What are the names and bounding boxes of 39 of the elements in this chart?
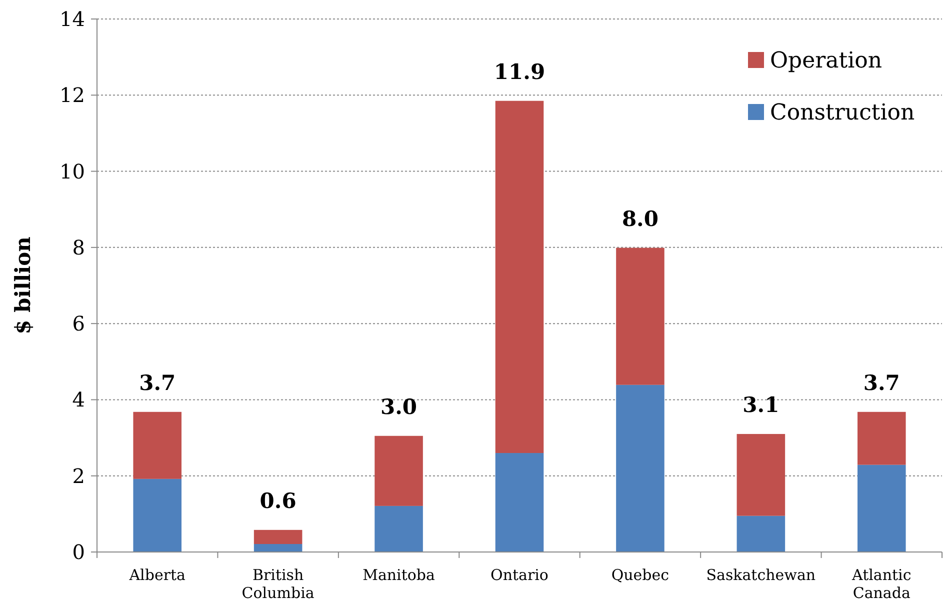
- bar: [133, 478, 182, 552]
- y-tick-label: 14: [60, 7, 85, 31]
- bar: [616, 248, 664, 385]
- bar: [736, 516, 786, 552]
- legend-label: Construction: [770, 100, 915, 126]
- bar: [858, 464, 906, 552]
- x-tick-label: Atlantic Canada: [851, 566, 912, 602]
- bar: [736, 434, 786, 516]
- x-tick-label: Quebec: [611, 566, 670, 584]
- total-label: 8.0: [622, 206, 658, 231]
- y-tick-label: 2: [72, 464, 85, 488]
- total-label: 11.9: [494, 58, 546, 84]
- bar: [133, 412, 182, 479]
- y-tick-label: 0: [72, 540, 85, 564]
- bar: [495, 453, 544, 552]
- y-tick-label: 6: [72, 312, 85, 336]
- bar: [374, 506, 423, 552]
- x-tick-label: Alberta: [128, 566, 186, 584]
- x-tick-label: Saskatchewan: [706, 566, 816, 584]
- total-label: 3.0: [380, 394, 418, 419]
- legend-label: Operation: [770, 48, 882, 74]
- bar: [254, 544, 302, 552]
- y-tick-label: 8: [72, 235, 85, 260]
- total-label: 3.7: [139, 370, 176, 395]
- y-tick-label: 12: [60, 83, 85, 108]
- x-tick-label: Manitoba: [362, 566, 436, 584]
- y-tick-label: 4: [72, 388, 85, 412]
- bar: [374, 436, 423, 506]
- total-label: 3.7: [863, 370, 900, 395]
- total-label: 0.6: [260, 488, 296, 513]
- x-tick-label: British Columbia: [242, 566, 314, 602]
- bar: [495, 100, 544, 454]
- y-axis-title: $ billion: [10, 236, 35, 334]
- bar: [254, 530, 302, 544]
- x-tick-label: Ontario: [490, 566, 548, 584]
- bar: [616, 384, 664, 552]
- bar: [858, 412, 906, 465]
- total-label: 3.1: [742, 392, 780, 417]
- y-tick-label: 10: [60, 159, 85, 184]
